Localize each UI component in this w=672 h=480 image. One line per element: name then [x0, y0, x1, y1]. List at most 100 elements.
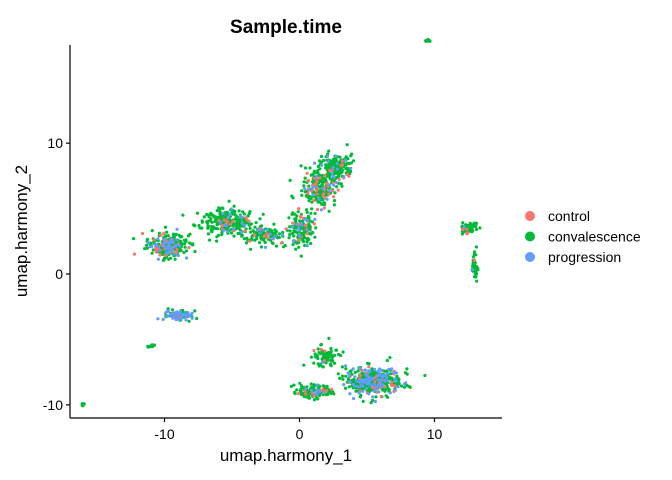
point-convalescence	[236, 231, 240, 236]
point-progression	[358, 384, 363, 388]
point-progression	[377, 367, 382, 371]
point-control	[312, 394, 316, 398]
point-convalescence	[304, 194, 308, 198]
point-progression	[243, 223, 247, 227]
point-convalescence	[370, 367, 374, 371]
point-convalescence	[313, 352, 317, 356]
point-progression	[371, 395, 375, 399]
point-progression	[361, 380, 365, 384]
point-progression	[317, 197, 321, 201]
point-convalescence	[197, 223, 201, 228]
point-progression	[315, 388, 319, 392]
point-convalescence	[202, 215, 206, 219]
point-convalescence	[173, 257, 177, 261]
point-convalescence	[316, 169, 320, 173]
point-progression	[374, 386, 379, 390]
point-convalescence	[297, 245, 301, 249]
point-progression	[313, 217, 317, 221]
point-convalescence	[327, 209, 331, 213]
point-convalescence	[334, 348, 339, 352]
point-convalescence	[308, 225, 312, 229]
point-progression	[238, 214, 243, 219]
point-convalescence	[343, 386, 348, 390]
point-control	[304, 224, 308, 228]
point-convalescence	[182, 242, 187, 246]
point-convalescence	[333, 163, 337, 167]
point-progression	[342, 383, 346, 387]
point-control	[339, 164, 343, 168]
point-convalescence	[309, 355, 313, 359]
point-progression	[306, 219, 310, 223]
point-progression	[232, 227, 236, 231]
scatter-points	[80, 38, 482, 408]
point-progression	[168, 241, 172, 245]
point-control	[153, 247, 158, 251]
point-convalescence	[206, 226, 210, 230]
point-control	[315, 179, 319, 184]
point-convalescence	[161, 258, 166, 262]
point-control	[321, 193, 325, 197]
point-convalescence	[251, 229, 255, 233]
point-control	[312, 176, 317, 180]
point-convalescence	[321, 180, 325, 184]
point-progression	[344, 364, 348, 368]
point-convalescence	[307, 396, 311, 400]
point-control	[323, 173, 327, 177]
point-convalescence	[303, 190, 307, 194]
point-control	[305, 171, 309, 175]
point-control	[323, 349, 327, 353]
point-progression	[320, 360, 324, 364]
point-convalescence	[292, 390, 297, 395]
y-tick-label: 10	[47, 135, 63, 151]
point-progression	[353, 375, 357, 379]
point-progression	[256, 228, 260, 232]
legend: control convalescence progression	[525, 208, 641, 265]
point-convalescence	[209, 211, 213, 215]
point-convalescence	[193, 224, 197, 228]
point-convalescence	[292, 234, 296, 238]
point-convalescence	[344, 166, 348, 171]
point-convalescence	[231, 224, 235, 228]
point-control	[373, 376, 377, 380]
point-progression	[218, 220, 222, 224]
point-convalescence	[478, 226, 482, 230]
point-convalescence	[271, 231, 275, 235]
point-control	[330, 387, 334, 391]
point-control	[461, 227, 465, 231]
point-convalescence	[206, 232, 210, 236]
point-control	[247, 219, 251, 223]
point-convalescence	[346, 377, 350, 381]
point-convalescence	[259, 245, 263, 249]
point-progression	[376, 383, 380, 387]
point-convalescence	[178, 248, 182, 252]
point-convalescence	[291, 231, 295, 236]
point-convalescence	[254, 221, 258, 225]
point-progression	[229, 207, 233, 211]
point-progression	[387, 367, 391, 371]
point-progression	[351, 382, 355, 386]
point-convalescence	[336, 372, 340, 376]
point-control	[220, 223, 224, 228]
point-convalescence	[385, 358, 389, 363]
point-convalescence	[167, 257, 171, 261]
point-progression	[303, 217, 307, 221]
point-convalescence	[319, 201, 323, 205]
point-convalescence	[310, 231, 314, 235]
point-convalescence	[308, 166, 312, 170]
point-convalescence	[302, 227, 306, 231]
legend-key-progression	[525, 252, 535, 262]
point-control	[313, 182, 317, 186]
point-convalescence	[215, 209, 219, 213]
point-convalescence	[300, 385, 304, 389]
point-convalescence	[184, 239, 188, 243]
point-convalescence	[388, 356, 392, 360]
point-convalescence	[186, 234, 190, 238]
point-convalescence	[311, 173, 315, 177]
point-control	[393, 384, 397, 388]
point-convalescence	[295, 214, 299, 218]
point-convalescence	[217, 206, 221, 210]
point-control	[367, 365, 371, 369]
point-convalescence	[344, 367, 348, 371]
point-convalescence	[340, 374, 344, 378]
point-progression	[321, 391, 325, 395]
